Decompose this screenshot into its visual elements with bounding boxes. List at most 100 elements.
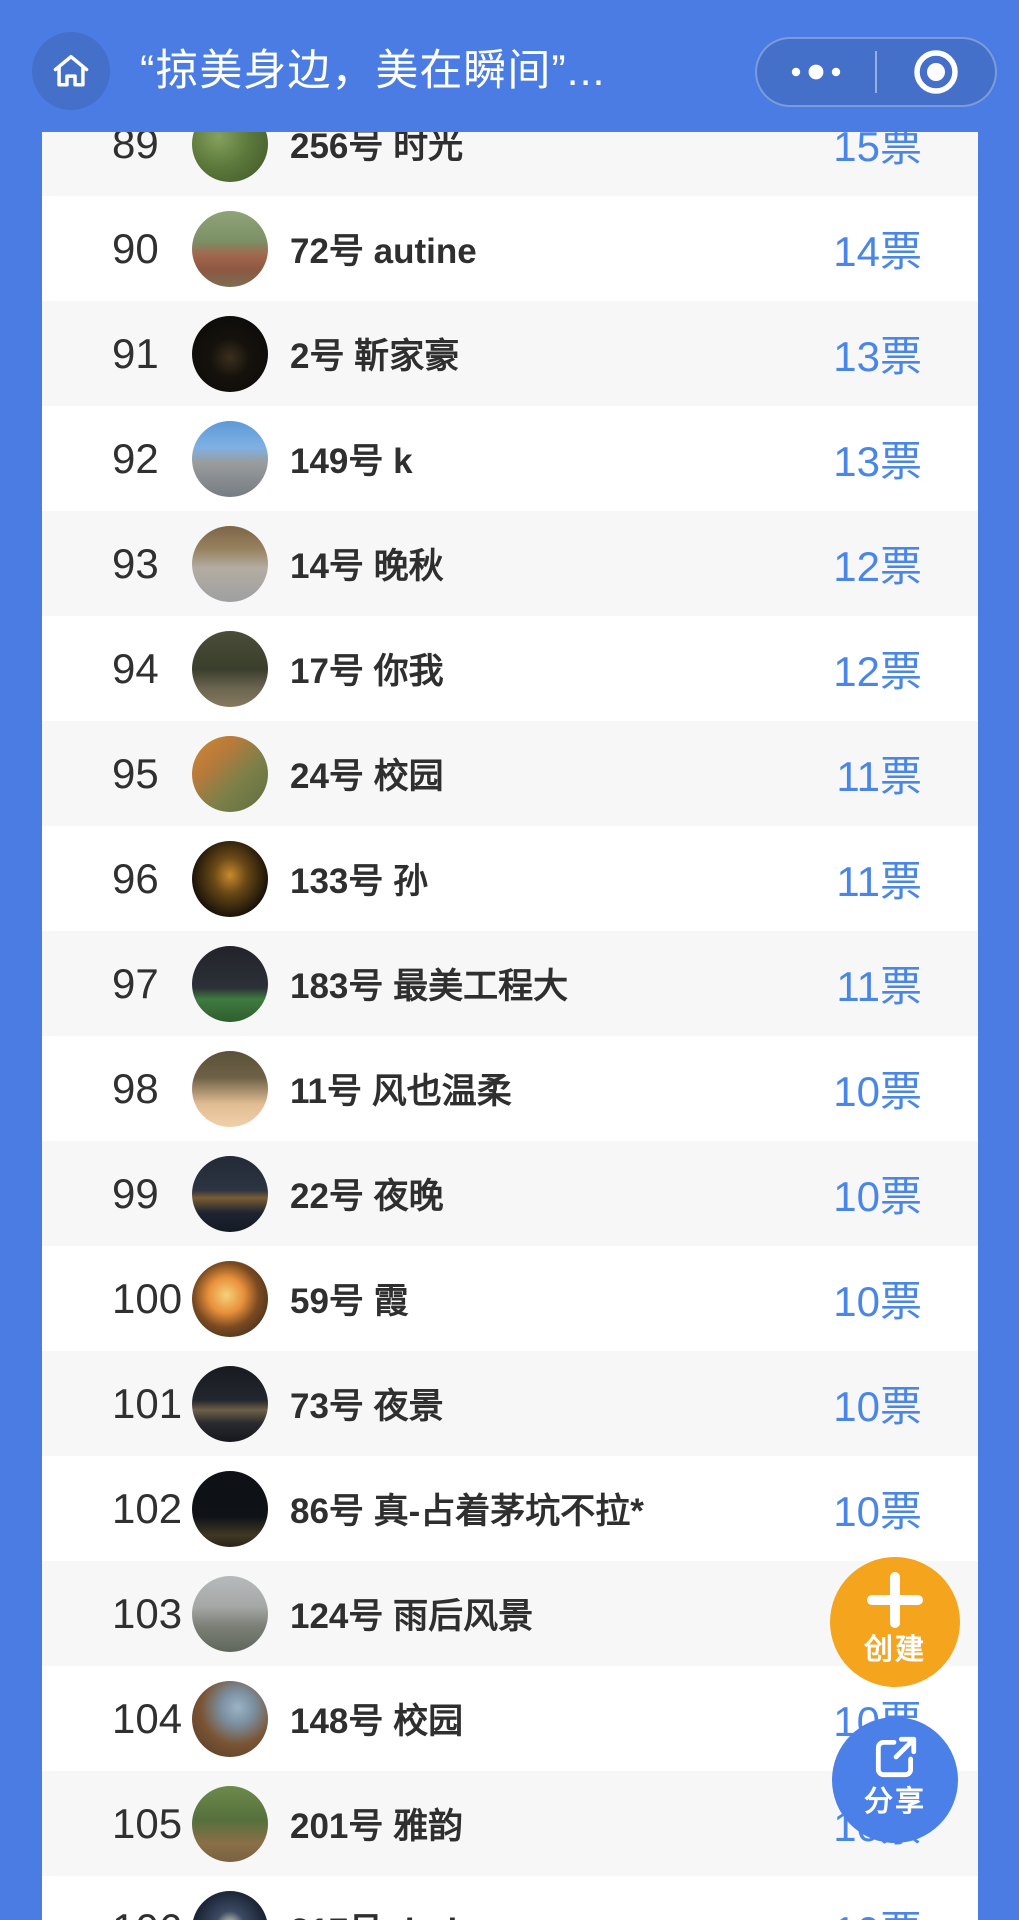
- rank-number: 101: [112, 1379, 183, 1427]
- ranking-row[interactable]: 89 256号 时光 15票: [42, 132, 978, 196]
- vote-count[interactable]: 10票: [833, 1898, 922, 1920]
- rank-number: 102: [112, 1484, 183, 1532]
- entry-name: 17号 你我: [290, 652, 444, 691]
- ranking-row[interactable]: 99 22号 夜晚 10票: [42, 1141, 978, 1246]
- entry-name: 14号 晚秋: [290, 547, 444, 586]
- rank-number: 95: [112, 749, 159, 797]
- exit-circle-icon: [914, 50, 958, 94]
- entry-name: 2号 靳家豪: [290, 337, 460, 376]
- vote-count[interactable]: 12票: [833, 543, 922, 590]
- plus-icon: [867, 1572, 923, 1628]
- entry-avatar-image: [192, 315, 268, 392]
- ranking-row[interactable]: 103 124号 雨后风景 10票: [42, 1561, 978, 1666]
- entry-avatar-image: [192, 840, 268, 917]
- vote-count[interactable]: 10票: [833, 1488, 922, 1535]
- entry-name: 22号 夜晚: [290, 1177, 444, 1216]
- create-button-label: 创建: [863, 1634, 926, 1666]
- vote-count[interactable]: 11票: [836, 963, 922, 1010]
- entry-name: 59号 霞: [290, 1282, 409, 1321]
- home-button[interactable]: [32, 32, 110, 110]
- capsule-menu: [755, 37, 997, 107]
- page-title: “掠美身边，美在瞬间”...: [140, 47, 606, 95]
- ranking-row[interactable]: 106 217号 dudu 10票: [42, 1876, 978, 1920]
- ranking-list-card: 89 256号 时光 15票 90 72号 autine 14票 91 2号 靳…: [42, 132, 978, 1920]
- exit-button[interactable]: [877, 39, 995, 105]
- rank-number: 105: [112, 1799, 183, 1847]
- ranking-row[interactable]: 98 11号 风也温柔 10票: [42, 1036, 978, 1141]
- ranking-row[interactable]: 104 148号 校园 10票: [42, 1666, 978, 1771]
- entry-name: 24号 校园: [290, 757, 444, 796]
- entry-name: 201号 雅韵: [290, 1807, 464, 1846]
- ranking-row[interactable]: 101 73号 夜景 10票: [42, 1351, 978, 1456]
- share-button-label: 分享: [863, 1786, 926, 1818]
- entry-name: 256号 时光: [290, 132, 464, 166]
- entry-name: 86号 真-占着茅坑不拉*: [290, 1492, 644, 1531]
- ranking-row[interactable]: 105 201号 雅韵 10票: [42, 1771, 978, 1876]
- rank-number: 94: [112, 644, 159, 692]
- share-icon: [875, 1736, 917, 1778]
- ranking-row[interactable]: 97 183号 最美工程大 11票: [42, 931, 978, 1036]
- entry-name: 217号 dudu: [290, 1903, 479, 1920]
- rank-number: 100: [112, 1274, 183, 1322]
- ranking-row[interactable]: 94 17号 你我 12票: [42, 616, 978, 721]
- rank-number: 91: [112, 329, 159, 377]
- rank-number: 97: [112, 959, 159, 1007]
- create-button[interactable]: 创建: [830, 1557, 960, 1687]
- vote-count[interactable]: 14票: [833, 228, 922, 275]
- rank-number: 99: [112, 1169, 159, 1217]
- entry-avatar-image: [192, 1155, 268, 1232]
- ranking-row[interactable]: 90 72号 autine 14票: [42, 196, 978, 301]
- vote-count[interactable]: 10票: [833, 1278, 922, 1325]
- vote-count[interactable]: 15票: [833, 132, 922, 170]
- entry-avatar-image: [192, 735, 268, 812]
- entry-name: 73号 夜景: [290, 1387, 444, 1426]
- entry-avatar-image: [192, 1785, 268, 1862]
- entry-avatar-image: [192, 1890, 268, 1920]
- rank-number: 92: [112, 434, 159, 482]
- ranking-row[interactable]: 93 14号 晚秋 12票: [42, 511, 978, 616]
- entry-avatar-image: [192, 525, 268, 602]
- rank-number: 96: [112, 854, 159, 902]
- share-button[interactable]: 分享: [832, 1717, 958, 1843]
- capsule-divider: [875, 51, 877, 93]
- entry-avatar-image: [192, 1365, 268, 1442]
- entry-name: 183号 最美工程大: [290, 967, 569, 1006]
- rank-number: 89: [112, 132, 159, 167]
- vote-count[interactable]: 10票: [833, 1068, 922, 1115]
- entry-name: 72号 autine: [290, 232, 477, 271]
- vote-count[interactable]: 13票: [833, 333, 922, 380]
- vote-count[interactable]: 12票: [833, 648, 922, 695]
- vote-count[interactable]: 11票: [836, 858, 922, 905]
- ranking-row[interactable]: 96 133号 孙 11票: [42, 826, 978, 931]
- entry-avatar-image: [192, 1470, 268, 1547]
- ranking-row[interactable]: 95 24号 校园 11票: [42, 721, 978, 826]
- more-button[interactable]: [757, 39, 875, 105]
- rank-number: 98: [112, 1064, 159, 1112]
- entry-name: 133号 孙: [290, 862, 429, 901]
- ranking-row[interactable]: 91 2号 靳家豪 13票: [42, 301, 978, 406]
- ranking-row[interactable]: 102 86号 真-占着茅坑不拉* 10票: [42, 1456, 978, 1561]
- entry-name: 124号 雨后风景: [290, 1597, 534, 1636]
- entry-avatar-image: [192, 630, 268, 707]
- rank-number: 104: [112, 1694, 183, 1742]
- home-icon: [53, 54, 89, 87]
- vote-count[interactable]: 10票: [833, 1173, 922, 1220]
- entry-name: 11号 风也温柔: [290, 1072, 512, 1111]
- vote-count[interactable]: 13票: [833, 438, 922, 485]
- entry-avatar-image: [192, 1050, 268, 1127]
- rank-number: 93: [112, 539, 159, 587]
- entry-name: 148号 校园: [290, 1702, 464, 1741]
- rank-number: 103: [112, 1589, 183, 1637]
- rank-number: 90: [112, 224, 159, 272]
- ranking-row[interactable]: 92 149号 k 13票: [42, 406, 978, 511]
- entry-name: 149号 k: [290, 442, 413, 481]
- entry-avatar-image: [192, 1575, 268, 1652]
- vote-count[interactable]: 11票: [836, 753, 922, 800]
- ranking-list: 89 256号 时光 15票 90 72号 autine 14票 91 2号 靳…: [42, 132, 978, 1920]
- vote-count[interactable]: 10票: [833, 1383, 922, 1430]
- entry-avatar-image: [192, 1260, 268, 1337]
- ranking-row[interactable]: 100 59号 霞 10票: [42, 1246, 978, 1351]
- more-dots-icon: [791, 64, 841, 80]
- entry-avatar-image: [192, 945, 268, 1022]
- entry-avatar-image: [192, 420, 268, 497]
